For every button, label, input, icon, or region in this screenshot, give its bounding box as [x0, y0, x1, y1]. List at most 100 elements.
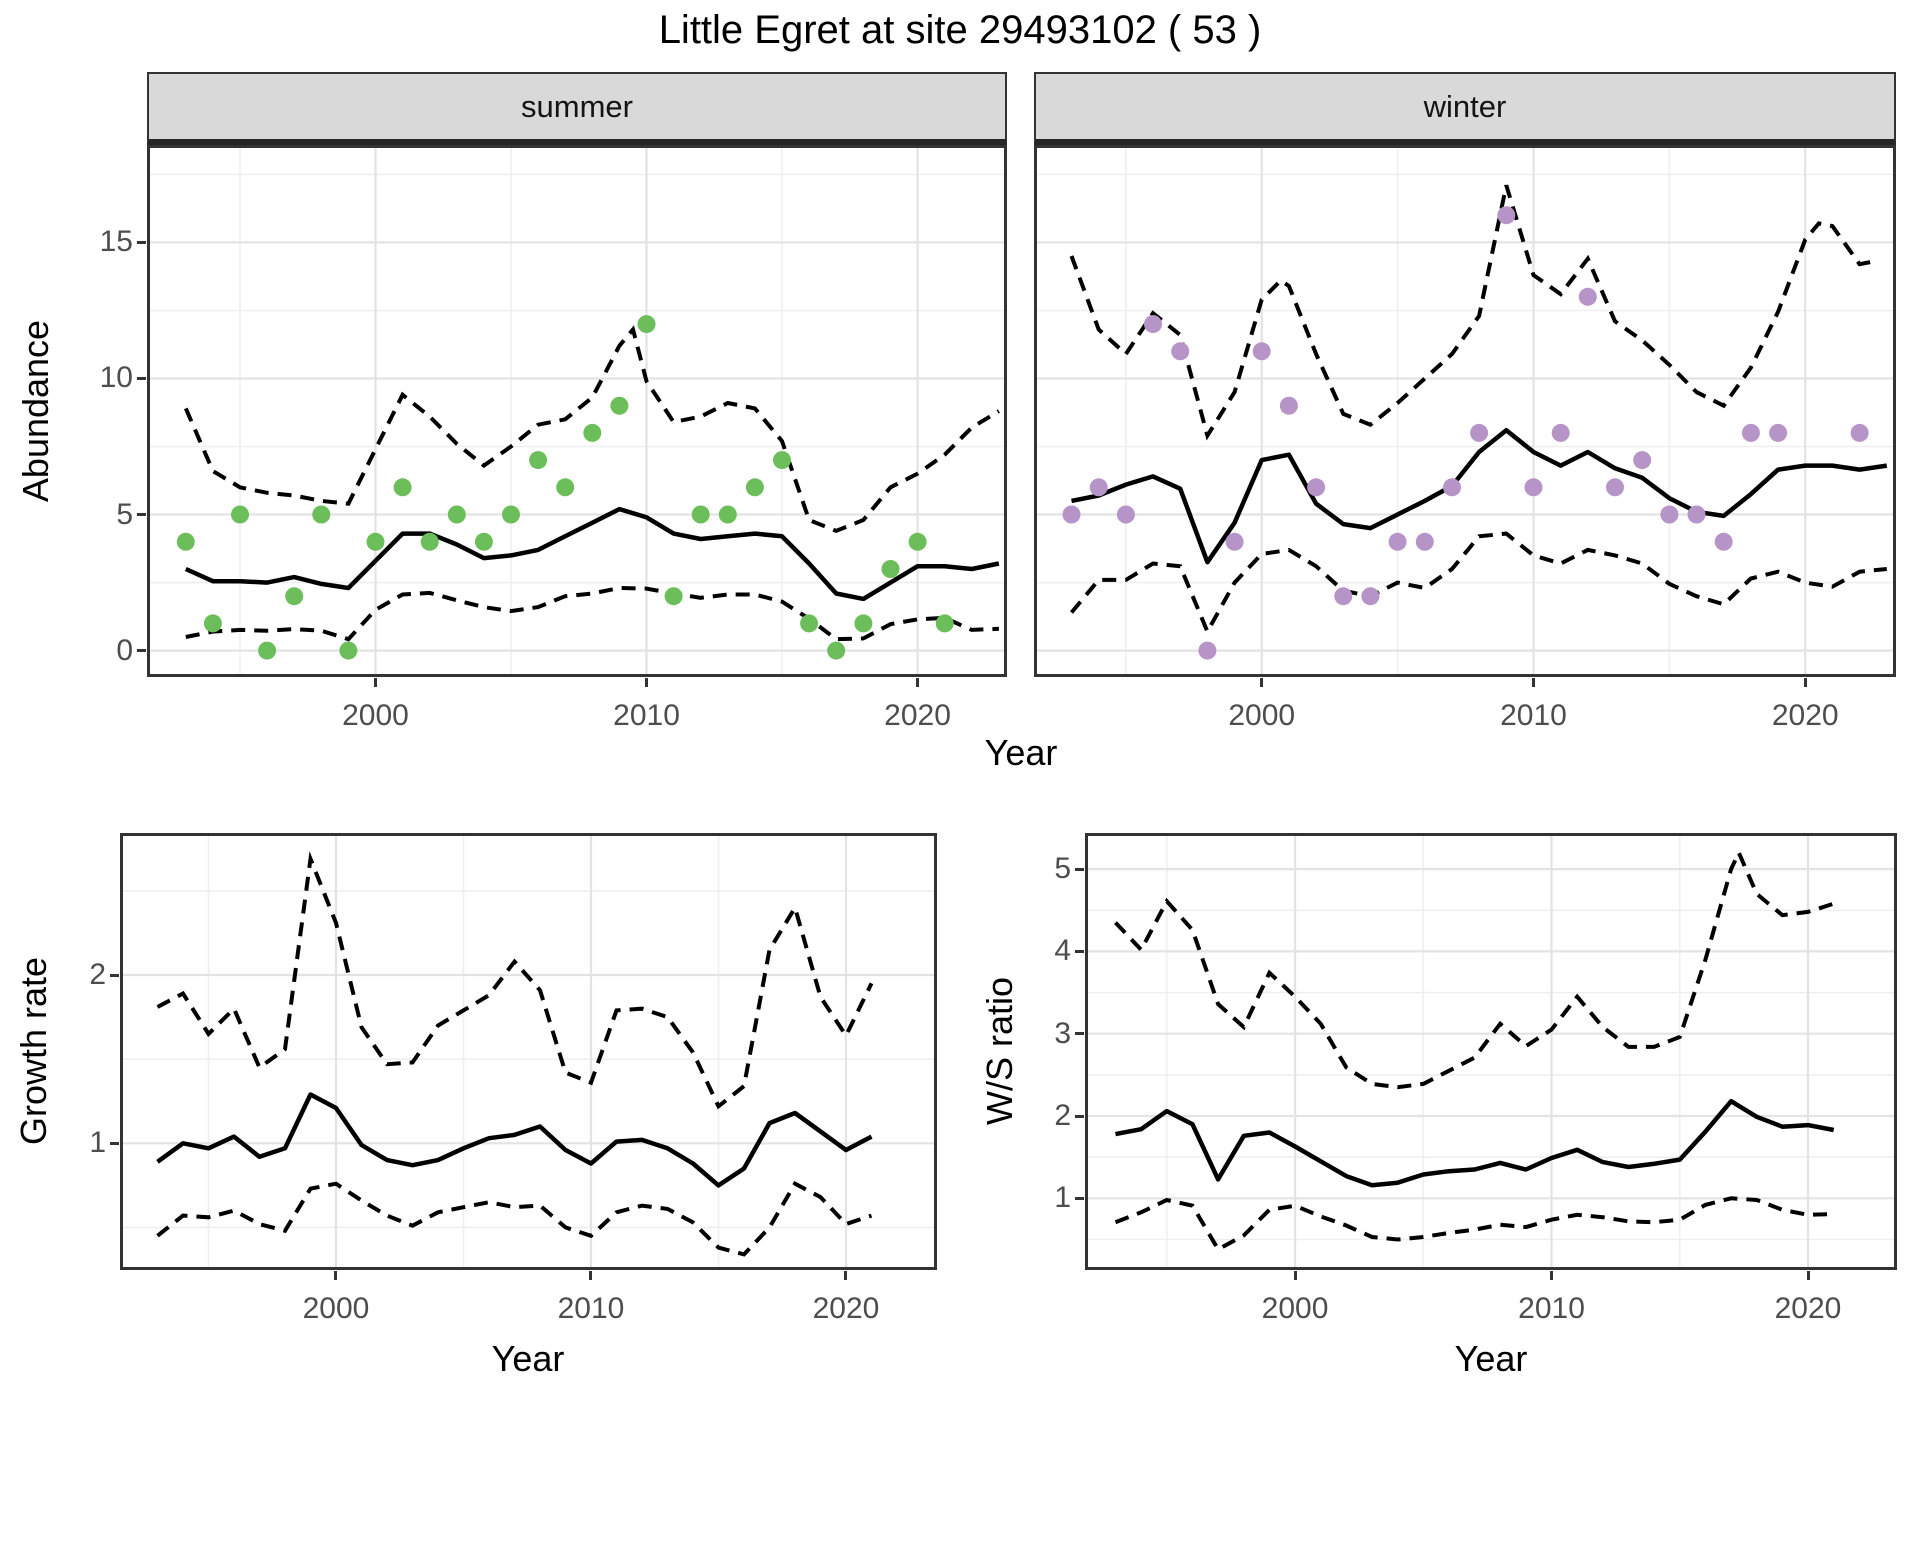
x-tick-label: 2020	[884, 699, 951, 732]
lower-ci-line	[1069, 531, 1887, 637]
data-point	[1850, 423, 1869, 442]
facet-strip-winter: winter	[1034, 72, 1896, 145]
panel-border	[147, 145, 1007, 677]
data-point	[393, 478, 412, 497]
upper-ci-line	[156, 851, 874, 1110]
x-tick-mark	[1260, 678, 1264, 687]
y-tick-mark	[1075, 949, 1084, 953]
facet-strip-summer-label: summer	[521, 88, 633, 124]
data-point	[420, 532, 439, 551]
upper-ci-line	[1114, 847, 1835, 1090]
y-axis-title-abundance: Abundance	[15, 319, 56, 503]
x-tick-mark	[373, 678, 377, 687]
y-axis-title-ws-ratio: W/S ratio	[979, 976, 1020, 1126]
data-point	[691, 505, 710, 524]
y-tick-label: 4	[1054, 934, 1071, 968]
data-point	[231, 505, 249, 524]
data-point	[1361, 587, 1380, 606]
data-point	[339, 641, 358, 660]
x-tick-label: 2000	[342, 699, 409, 732]
x-tick-label: 2010	[557, 1292, 625, 1325]
data-point	[800, 614, 819, 633]
data-point	[529, 451, 548, 470]
data-point	[881, 560, 900, 578]
data-point	[1171, 342, 1190, 361]
y-tick-mark	[1075, 1114, 1084, 1118]
data-point	[1606, 478, 1624, 497]
data-point	[1415, 532, 1434, 551]
data-point	[1252, 342, 1271, 361]
y-tick-label: 10	[99, 361, 133, 395]
data-point	[827, 641, 846, 660]
gridlines	[1034, 145, 1896, 677]
data-point	[1089, 478, 1108, 497]
data-points	[1062, 206, 1869, 660]
panel-border	[1085, 833, 1897, 1270]
data-point	[203, 614, 222, 633]
facet-strip-winter-label: winter	[1423, 88, 1507, 124]
lower-ci-line	[185, 585, 999, 642]
y-tick-label: 5	[116, 497, 133, 531]
data-point	[312, 505, 331, 524]
lower-ci-line	[1114, 1196, 1834, 1252]
y-tick-label: 3	[1054, 1016, 1071, 1050]
data-point	[285, 587, 304, 606]
data-point	[502, 505, 520, 524]
data-point	[1714, 532, 1733, 551]
data-point	[1307, 478, 1326, 497]
data-point	[908, 532, 927, 551]
y-tick-mark	[1075, 1032, 1084, 1036]
data-point	[935, 614, 954, 633]
upper-ci-line	[183, 325, 1000, 534]
data-point	[637, 315, 656, 334]
y-tick-label: 2	[89, 958, 106, 992]
x-tick-label: 2010	[1500, 699, 1567, 732]
data-point	[1443, 478, 1461, 497]
data-point	[745, 478, 764, 497]
x-tick-mark	[1531, 678, 1535, 687]
y-tick-label: 0	[116, 633, 133, 667]
data-point	[1769, 423, 1788, 442]
chart-title: Little Egret at site 29493102 ( 53 )	[658, 8, 1262, 52]
panel-border	[120, 833, 937, 1270]
data-point	[556, 478, 575, 497]
fit-line	[184, 506, 1000, 602]
x-axis-title-year-growth: Year	[491, 1338, 565, 1379]
x-tick-label: 2000	[302, 1292, 370, 1325]
data-point	[610, 396, 629, 415]
x-tick-label: 2010	[613, 699, 680, 732]
y-tick-label: 15	[99, 225, 133, 259]
x-tick-label: 2000	[1228, 699, 1296, 732]
data-point	[583, 423, 602, 442]
y-tick-mark	[110, 1141, 119, 1145]
data-point	[1497, 206, 1516, 225]
gridlines	[1085, 833, 1897, 1270]
x-tick-mark	[1293, 1271, 1297, 1280]
x-tick-mark	[334, 1271, 338, 1280]
data-point	[1470, 423, 1489, 442]
lower-ci-line	[156, 1181, 873, 1257]
data-point	[447, 505, 466, 524]
y-tick-label: 1	[1054, 1181, 1071, 1215]
data-point	[664, 587, 683, 606]
panel-border	[1034, 145, 1896, 677]
x-tick-label: 2010	[1518, 1292, 1585, 1325]
fit-line	[156, 1092, 873, 1188]
x-tick-mark	[916, 678, 920, 687]
panel-growth-rate	[120, 833, 937, 1270]
data-point	[366, 532, 385, 551]
y-tick-mark	[137, 513, 146, 517]
data-point	[1116, 505, 1135, 524]
data-point	[718, 505, 737, 524]
data-point	[1633, 451, 1652, 470]
y-tick-label: 5	[1054, 852, 1071, 886]
y-tick-mark	[137, 649, 146, 653]
data-point	[1687, 505, 1706, 524]
data-point	[1279, 396, 1298, 415]
y-tick-mark	[1075, 867, 1084, 871]
x-tick-label: 2000	[1261, 1292, 1329, 1325]
data-point	[1551, 423, 1570, 442]
data-point	[1198, 641, 1217, 660]
y-tick-label: 1	[89, 1126, 106, 1160]
x-tick-mark	[589, 1271, 593, 1280]
